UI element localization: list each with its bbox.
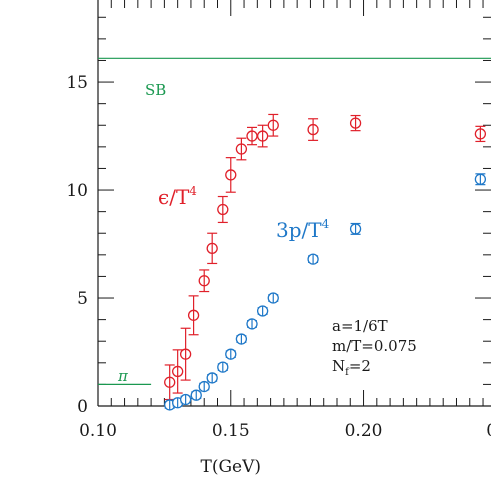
sb-label: SB [145, 81, 166, 99]
energy-density-series-label: ϵ/T4 [158, 184, 197, 209]
x-axis-title: T(GeV) [201, 457, 262, 477]
y-tick-label: 15 [66, 73, 88, 93]
pion-label: π [117, 367, 129, 385]
annotation-mass-ratio: m/T=0.075 [332, 337, 417, 355]
x-tick-label: 0.25 [486, 421, 491, 441]
annotation-flavors: Nf=2 [332, 357, 371, 378]
x-tick-label: 0.20 [345, 421, 383, 441]
pressure-series-label: 3p/T4 [276, 217, 330, 242]
x-tick-label: 0.10 [79, 421, 117, 441]
plot-area: 0 5 10 15 0.10 0.15 0.20 0.25 T(GeV) SB π ϵ/T4 3p/T4… [66, 0, 491, 477]
y-tick-label: 10 [66, 181, 88, 201]
y-tick-label: 5 [77, 289, 88, 309]
x-tick-label: 0.15 [212, 421, 250, 441]
y-tick-label: 0 [77, 397, 88, 417]
annotation-lattice-spacing: a=1/6T [332, 317, 388, 335]
